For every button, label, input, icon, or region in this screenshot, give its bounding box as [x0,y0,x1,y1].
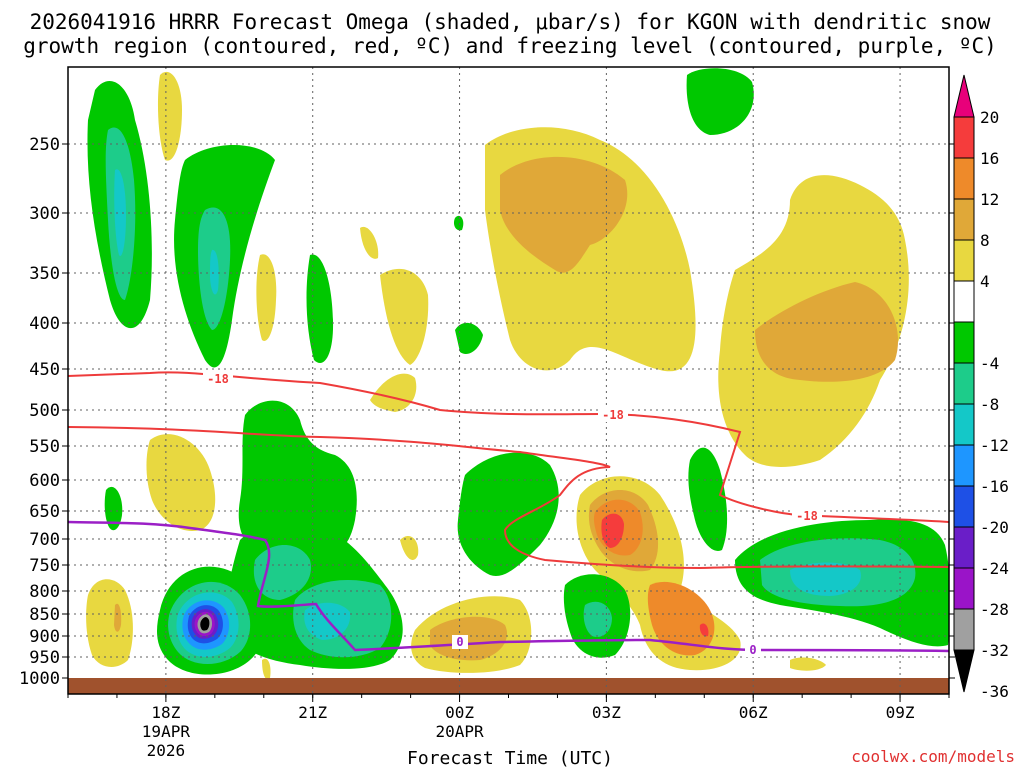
colorbar-label--36: -36 [980,682,1009,701]
y-tick-label-250: 250 [29,135,60,155]
grid-lines [68,67,949,694]
contours: -18 -18 -18 0 0 [68,371,949,657]
colorbar-swatch-8 [953,444,975,487]
colorbar-swatch-2 [953,198,975,241]
chart-title-line1: 2026041916 HRRR Forecast Omega (shaded, … [30,10,991,34]
colorbar-label--12: -12 [980,436,1009,455]
dgz-label-2: -18 [602,408,624,422]
x-tick-sublabel1-18Z: 19APR [142,722,191,741]
colorbar-swatch-9 [953,485,975,528]
x-tick-label-18Z: 18Z [151,703,180,722]
dgz-contour-lower [68,426,949,570]
colorbar-swatch-7 [953,403,975,446]
frz-contour [68,520,949,653]
y-tick-label-800: 800 [29,582,60,602]
colorbar-label--16: -16 [980,477,1009,496]
x-tick-label-21Z: 21Z [298,703,327,722]
colorbar-label-16: 16 [980,149,999,168]
colorbar-bottom-extend [953,649,975,693]
y-tick-label-650: 650 [29,502,60,522]
colorbar-top-extend [953,74,975,118]
y-tick-label-300: 300 [29,204,60,224]
frz-label-2: 0 [749,643,756,657]
colorbar-label-12: 12 [980,190,999,209]
colorbar-label-8: 8 [980,231,990,250]
x-tick-label-06Z: 06Z [739,703,768,722]
chart-title-line2: growth region (contoured, red, ºC) and f… [23,34,997,58]
colorbar-swatch-4 [953,280,975,323]
y-tick-label-450: 450 [29,360,60,380]
dgz-label-1: -18 [207,372,229,386]
colorbar-swatch-5 [953,321,975,364]
y-tick-label-950: 950 [29,648,60,668]
colorbar-label--8: -8 [980,395,999,414]
y-tick-label-850: 850 [29,605,60,625]
colorbar-swatch-11 [953,567,975,610]
credit-text: coolwx.com/models [851,747,1015,766]
y-axis: 2503003504004505005506006507007508008509… [19,135,955,689]
y-tick-label-350: 350 [29,264,60,284]
colorbar-label-20: 20 [980,108,999,127]
plot-area: -18 -18 -18 0 0 [68,67,949,694]
colorbar-label--24: -24 [980,559,1009,578]
colorbar-swatch-10 [953,526,975,569]
x-tick-label-00Z: 00Z [445,703,474,722]
colorbar-label--32: -32 [980,641,1009,660]
x-tick-sublabel2-18Z: 2026 [147,741,186,760]
x-axis-title: Forecast Time (UTC) [407,748,613,768]
colorbar-swatch-12 [953,608,975,651]
y-tick-label-700: 700 [29,530,60,550]
colorbar-swatch-0 [953,116,975,159]
ground-band [68,678,949,694]
x-tick-sublabel1-00Z: 20APR [435,722,484,741]
colorbar-swatch-3 [953,239,975,282]
colorbar-swatch-6 [953,362,975,405]
y-tick-label-1000: 1000 [19,669,60,689]
colorbar-label-4: 4 [980,272,990,291]
y-tick-label-600: 600 [29,471,60,491]
y-tick-label-900: 900 [29,627,60,647]
colorbar-label--28: -28 [980,600,1009,619]
x-tick-label-03Z: 03Z [592,703,621,722]
dgz-label-3: -18 [796,509,818,523]
y-tick-label-400: 400 [29,314,60,334]
colorbar-label--4: -4 [980,354,999,373]
x-tick-label-09Z: 09Z [886,703,915,722]
y-tick-label-550: 550 [29,437,60,457]
frz-label-1: 0 [456,635,463,649]
y-tick-label-750: 750 [29,556,60,576]
colorbar-label--20: -20 [980,518,1009,537]
colorbar-swatch-1 [953,157,975,200]
colorbar: 20 16 12 8 4 -4 -8 -12 -16 -20 -24 -28 -32 -36 [953,74,1009,701]
y-tick-label-500: 500 [29,401,60,421]
omega-shading [86,68,949,680]
